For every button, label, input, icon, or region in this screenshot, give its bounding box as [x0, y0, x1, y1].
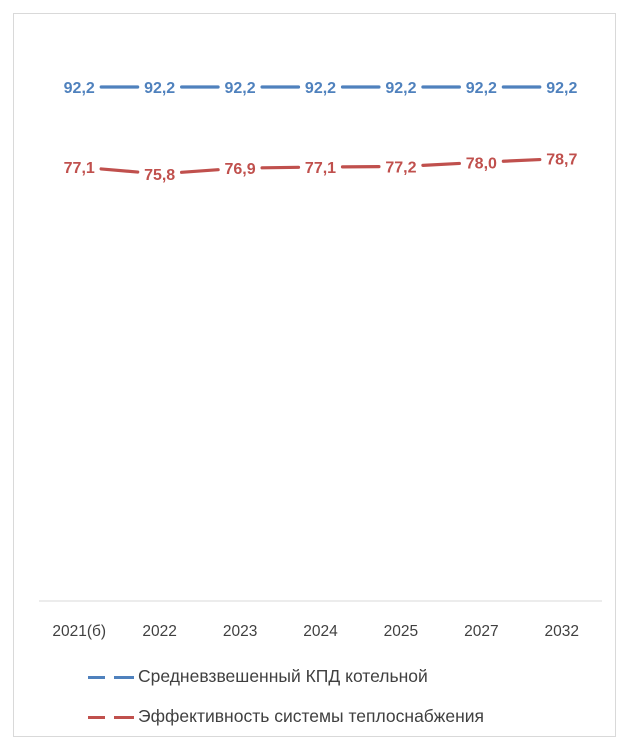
- legend-swatch-red: [88, 711, 136, 723]
- series-line-segment: [501, 157, 542, 163]
- data-label: 77,1: [305, 160, 336, 177]
- x-tick-label: 2032: [545, 623, 579, 640]
- data-label: 92,2: [305, 80, 336, 97]
- legend-item-system-efficiency: Эффективность системы теплоснабжения: [88, 706, 484, 727]
- legend-label-system-efficiency: Эффективность системы теплоснабжения: [138, 706, 484, 726]
- legend-label-boiler-efficiency: Средневзвешенный КПД котельной: [138, 666, 428, 686]
- data-label: 92,2: [225, 80, 256, 97]
- data-label: 92,2: [144, 80, 175, 97]
- x-tick-label: 2025: [384, 623, 418, 640]
- chart-area: [13, 13, 616, 737]
- data-label: 76,9: [225, 161, 256, 178]
- x-tick-label: 2027: [464, 623, 498, 640]
- series-line-segment: [99, 167, 140, 174]
- data-label: 92,2: [64, 80, 95, 97]
- series-line-segment: [421, 161, 461, 167]
- data-label: 92,2: [385, 80, 416, 97]
- x-tick-label: 2024: [303, 623, 338, 640]
- data-label: 77,2: [385, 160, 416, 177]
- x-tick-label: 2022: [142, 623, 176, 640]
- data-label: 78,0: [466, 155, 497, 172]
- data-label: 77,1: [64, 160, 95, 177]
- data-label: 75,8: [144, 167, 175, 184]
- x-tick-label: 2021(б): [52, 623, 106, 640]
- data-label: 92,2: [466, 80, 497, 97]
- legend-swatch-blue: [88, 671, 136, 683]
- data-label: 78,7: [546, 152, 577, 169]
- x-tick-label: 2023: [223, 623, 257, 640]
- legend-item-boiler-efficiency: Средневзвешенный КПД котельной: [88, 666, 428, 687]
- series-line-segment: [179, 168, 220, 174]
- data-label: 92,2: [546, 80, 577, 97]
